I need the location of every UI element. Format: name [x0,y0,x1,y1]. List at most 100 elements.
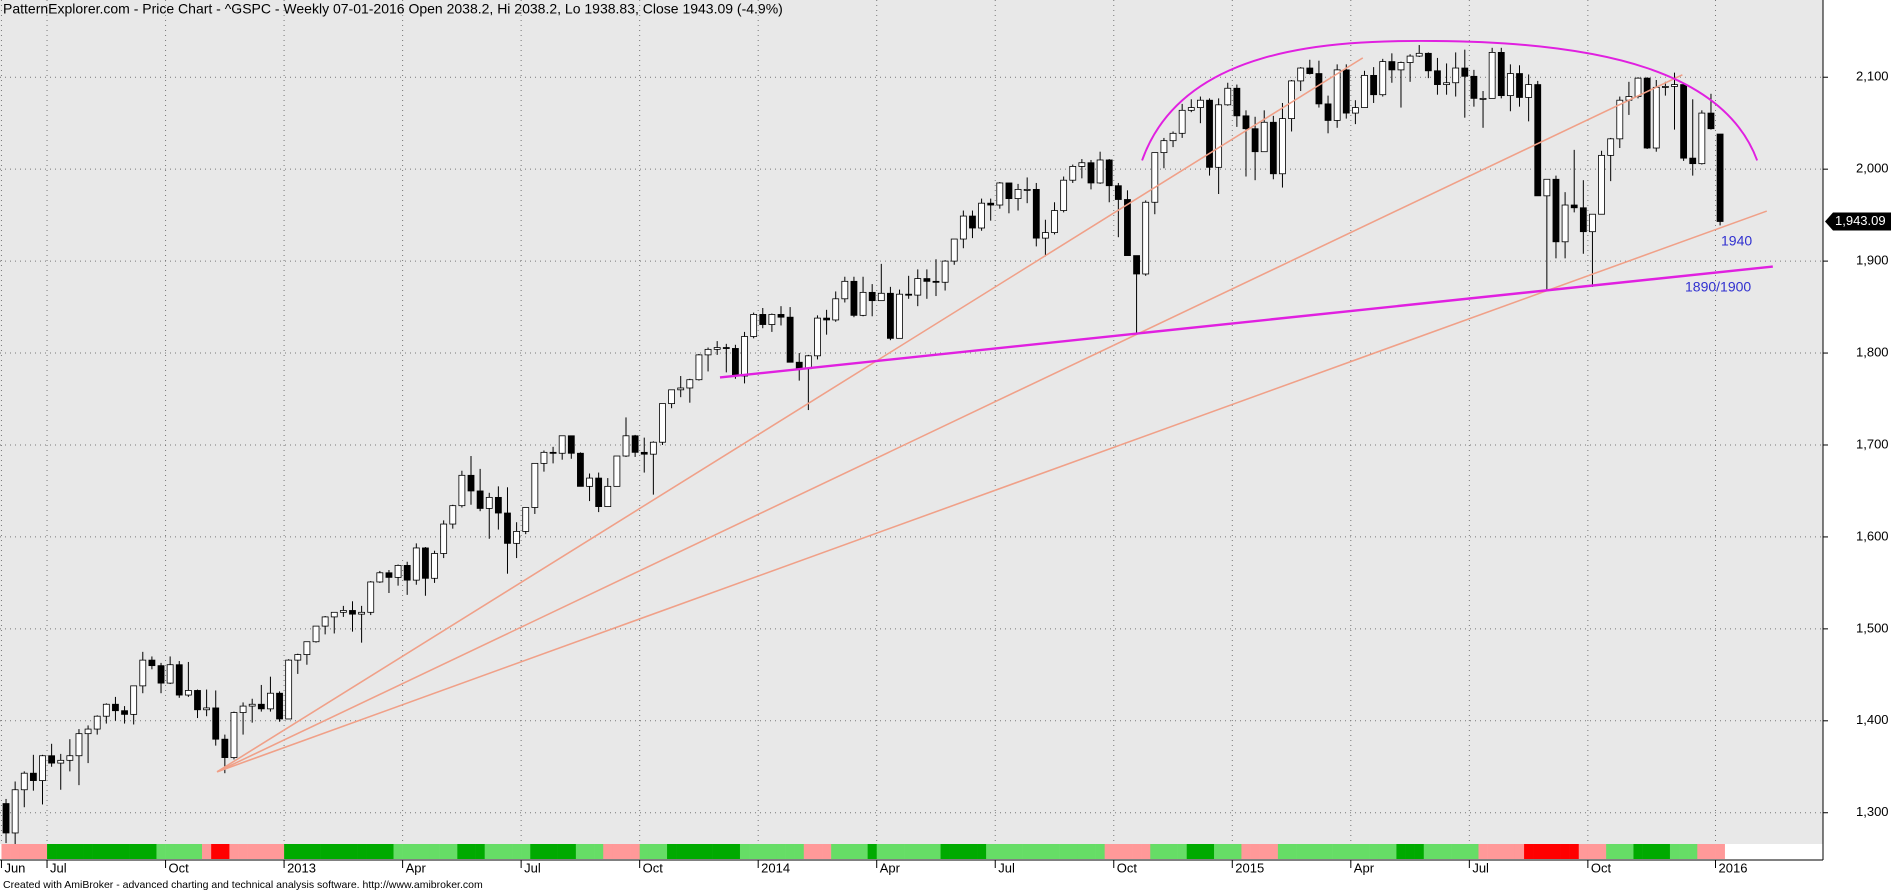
candle-body [1497,52,1505,97]
candle-body [1260,121,1268,153]
candle-body [558,435,566,454]
candle-body [941,260,949,283]
candle-body [11,789,19,834]
candle-body [1060,179,1068,211]
candle-body [832,298,840,321]
ribbon-cell [1688,844,1698,859]
candle-body [403,565,411,581]
ribbon-cell [1633,844,1643,859]
candle-body [786,316,794,363]
ribbon-cell [174,844,185,859]
y-tick-label: 1,700 [1856,436,1889,451]
candle-body [358,611,366,615]
candle-body [1078,162,1086,167]
ribbon-cell [1560,844,1570,859]
x-tick-label: Oct [169,860,190,875]
candle-body [66,755,74,761]
candle-body [1506,73,1514,97]
candle-body [422,547,429,579]
candle-body [531,462,539,508]
ribbon-cell [676,844,686,859]
ribbon-cell [119,844,130,859]
candle-body [759,314,767,325]
ribbon-cell [822,844,832,859]
candle-body [1288,80,1295,120]
candle-body [1351,107,1359,114]
candle-body [1105,159,1113,187]
y-tick-label: 2,100 [1856,69,1889,84]
candle-body [112,703,119,712]
ribbon-cell [1396,844,1406,859]
ribbon-cell [1514,844,1525,859]
candle-body [1069,166,1077,181]
chart-title: PatternExplorer.com - Price Chart - ^GSP… [3,1,783,17]
ribbon-cell [721,844,732,859]
candle-body [431,553,438,579]
ribbon-cell [475,844,485,859]
candle-body [595,477,603,507]
ribbon-cell [466,844,476,859]
candle-body [914,278,922,296]
candle-body [1297,67,1305,82]
ribbon-cell [858,844,868,859]
candle-body [1488,52,1496,99]
ribbon-cell [375,844,385,859]
candle-body [48,755,56,764]
candle-body [303,641,311,656]
ribbon-cell [1232,844,1242,859]
candle-body [166,664,174,684]
ribbon-cell [28,844,39,859]
candle-body [604,485,612,507]
ribbon-cell [840,844,850,859]
ribbon-cell [794,844,805,859]
ribbon-cell [1487,844,1498,859]
candle-body [932,280,940,283]
candle-body [659,403,666,443]
candle-body [476,490,484,509]
ribbon-cell [530,844,540,859]
ribbon [1,844,1725,859]
ribbon-cell [1122,844,1133,859]
ribbon-cell [493,844,504,859]
ribbon-cell [922,844,932,859]
candle-body [57,759,65,764]
x-tick-label: Oct [1591,860,1612,875]
candle-body [1579,207,1587,233]
candle-body [1333,69,1341,121]
ribbon-cell [1341,844,1352,859]
ribbon-cell [1524,844,1534,859]
ribbon-cell [1423,844,1434,859]
candle-body [1215,104,1223,168]
ribbon-cell [284,844,294,859]
candle-body [640,451,648,455]
candle-body [704,348,712,356]
ribbon-cell [667,844,677,859]
ribbon-cell [603,844,613,859]
ribbon-cell [1679,844,1689,859]
ribbon-cell [1132,844,1142,859]
ribbon-cell [1,844,11,859]
ribbon-cell [849,844,859,859]
candle-body [1589,213,1596,233]
candle-body [394,565,402,578]
ribbon-cell [958,844,969,859]
candle-body [905,293,913,296]
ribbon-cell [539,844,549,859]
ribbon-cell [1569,844,1580,859]
ribbon-cell [776,844,786,859]
candle-body [631,435,639,453]
candle-body [75,733,83,757]
candle-body [504,512,511,544]
ribbon-cell [484,844,495,859]
candle-body [1698,112,1706,165]
ribbon-cell [1706,844,1716,859]
candle-body [239,705,247,713]
candle-body [339,610,347,613]
last-price-label: 1,943.09 [1835,213,1886,228]
ribbon-cell [1277,844,1288,859]
candle-body [1652,86,1660,149]
candle-body [248,703,256,707]
ribbon-cell [165,844,176,859]
